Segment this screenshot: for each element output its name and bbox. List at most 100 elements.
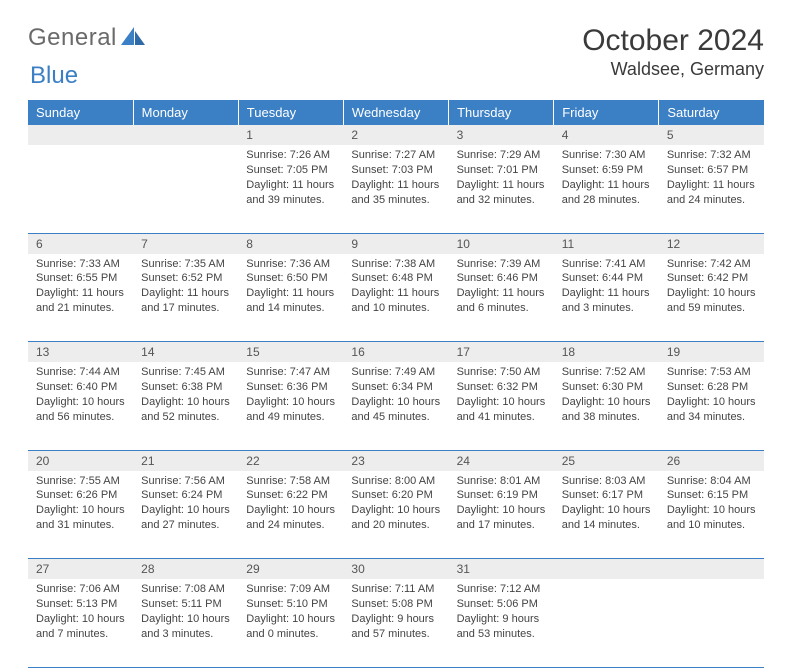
daylight-line: Daylight: 10 hours and 7 minutes. [36,612,125,642]
daylight-line: Daylight: 10 hours and 3 minutes. [141,612,230,642]
day-number: 15 [238,342,343,363]
day-cell-content: Sunrise: 7:38 AMSunset: 6:48 PMDaylight:… [343,254,448,322]
day-number: 10 [449,233,554,254]
day-content-row: Sunrise: 7:44 AMSunset: 6:40 PMDaylight:… [28,362,764,450]
daylight-line: Daylight: 11 hours and 10 minutes. [351,286,440,316]
brand-part1: General [28,24,117,52]
sunset-line: Sunset: 6:15 PM [667,488,756,503]
calendar-table: SundayMondayTuesdayWednesdayThursdayFrid… [28,100,764,668]
day-cell: Sunrise: 8:01 AMSunset: 6:19 PMDaylight:… [449,471,554,559]
day-number: 21 [133,450,238,471]
day-number: 28 [133,559,238,580]
sunrise-line: Sunrise: 8:03 AM [562,474,651,489]
day-number: 7 [133,233,238,254]
sunset-line: Sunset: 5:13 PM [36,597,125,612]
day-cell: Sunrise: 7:44 AMSunset: 6:40 PMDaylight:… [28,362,133,450]
day-number: 3 [449,125,554,145]
weekday-header: Friday [554,100,659,125]
day-content-row: Sunrise: 7:06 AMSunset: 5:13 PMDaylight:… [28,579,764,667]
sunrise-line: Sunrise: 7:39 AM [457,257,546,272]
day-cell: Sunrise: 7:27 AMSunset: 7:03 PMDaylight:… [343,145,448,233]
day-cell-content: Sunrise: 7:11 AMSunset: 5:08 PMDaylight:… [343,579,448,647]
daylight-line: Daylight: 10 hours and 17 minutes. [457,503,546,533]
day-cell: Sunrise: 7:11 AMSunset: 5:08 PMDaylight:… [343,579,448,667]
sunrise-line: Sunrise: 7:45 AM [141,365,230,380]
sunrise-line: Sunrise: 7:06 AM [36,582,125,597]
day-number: 13 [28,342,133,363]
sunrise-line: Sunrise: 8:01 AM [457,474,546,489]
daylight-line: Daylight: 10 hours and 34 minutes. [667,395,756,425]
sunrise-line: Sunrise: 7:47 AM [246,365,335,380]
sunrise-line: Sunrise: 7:53 AM [667,365,756,380]
location: Waldsee, Germany [582,59,764,80]
sunset-line: Sunset: 6:32 PM [457,380,546,395]
brand-part2: Blue [30,62,78,89]
day-cell-content: Sunrise: 7:44 AMSunset: 6:40 PMDaylight:… [28,362,133,430]
day-number: 5 [659,125,764,145]
daylight-line: Daylight: 10 hours and 56 minutes. [36,395,125,425]
daylight-line: Daylight: 11 hours and 21 minutes. [36,286,125,316]
day-cell-content: Sunrise: 7:58 AMSunset: 6:22 PMDaylight:… [238,471,343,539]
sunset-line: Sunset: 6:17 PM [562,488,651,503]
day-cell: Sunrise: 7:36 AMSunset: 6:50 PMDaylight:… [238,254,343,342]
day-number: 17 [449,342,554,363]
sunset-line: Sunset: 6:26 PM [36,488,125,503]
day-cell [554,579,659,667]
weekday-header: Thursday [449,100,554,125]
sunset-line: Sunset: 6:44 PM [562,271,651,286]
day-cell: Sunrise: 7:55 AMSunset: 6:26 PMDaylight:… [28,471,133,559]
day-cell-content: Sunrise: 7:29 AMSunset: 7:01 PMDaylight:… [449,145,554,213]
daylight-line: Daylight: 10 hours and 59 minutes. [667,286,756,316]
day-cell-content: Sunrise: 7:08 AMSunset: 5:11 PMDaylight:… [133,579,238,647]
day-number-row: 2728293031 [28,559,764,580]
day-cell-content: Sunrise: 7:49 AMSunset: 6:34 PMDaylight:… [343,362,448,430]
daylight-line: Daylight: 10 hours and 27 minutes. [141,503,230,533]
sunset-line: Sunset: 6:46 PM [457,271,546,286]
day-cell: Sunrise: 7:50 AMSunset: 6:32 PMDaylight:… [449,362,554,450]
daylight-line: Daylight: 10 hours and 24 minutes. [246,503,335,533]
day-cell-content: Sunrise: 7:32 AMSunset: 6:57 PMDaylight:… [659,145,764,213]
day-number: 4 [554,125,659,145]
weekday-header: Saturday [659,100,764,125]
weekday-header: Sunday [28,100,133,125]
day-cell: Sunrise: 7:32 AMSunset: 6:57 PMDaylight:… [659,145,764,233]
day-cell-content: Sunrise: 7:35 AMSunset: 6:52 PMDaylight:… [133,254,238,322]
day-cell-content: Sunrise: 7:41 AMSunset: 6:44 PMDaylight:… [554,254,659,322]
daylight-line: Daylight: 11 hours and 17 minutes. [141,286,230,316]
sunset-line: Sunset: 6:34 PM [351,380,440,395]
day-cell [133,145,238,233]
daylight-line: Daylight: 10 hours and 38 minutes. [562,395,651,425]
sunset-line: Sunset: 6:55 PM [36,271,125,286]
day-content-row: Sunrise: 7:26 AMSunset: 7:05 PMDaylight:… [28,145,764,233]
sunset-line: Sunset: 7:05 PM [246,163,335,178]
sunrise-line: Sunrise: 7:35 AM [141,257,230,272]
daylight-line: Daylight: 10 hours and 0 minutes. [246,612,335,642]
sunset-line: Sunset: 7:03 PM [351,163,440,178]
calendar-body: 12345Sunrise: 7:26 AMSunset: 7:05 PMDayl… [28,125,764,667]
day-number: 26 [659,450,764,471]
daylight-line: Daylight: 11 hours and 3 minutes. [562,286,651,316]
day-number: 14 [133,342,238,363]
day-number: 8 [238,233,343,254]
sunset-line: Sunset: 6:20 PM [351,488,440,503]
day-cell: Sunrise: 7:58 AMSunset: 6:22 PMDaylight:… [238,471,343,559]
daylight-line: Daylight: 10 hours and 49 minutes. [246,395,335,425]
day-number: 20 [28,450,133,471]
day-cell-content: Sunrise: 8:01 AMSunset: 6:19 PMDaylight:… [449,471,554,539]
sunset-line: Sunset: 6:50 PM [246,271,335,286]
day-number: 18 [554,342,659,363]
day-number: 19 [659,342,764,363]
daylight-line: Daylight: 11 hours and 24 minutes. [667,178,756,208]
day-number: 27 [28,559,133,580]
sunset-line: Sunset: 6:19 PM [457,488,546,503]
day-cell: Sunrise: 8:00 AMSunset: 6:20 PMDaylight:… [343,471,448,559]
daylight-line: Daylight: 11 hours and 35 minutes. [351,178,440,208]
day-cell: Sunrise: 7:52 AMSunset: 6:30 PMDaylight:… [554,362,659,450]
sunrise-line: Sunrise: 7:12 AM [457,582,546,597]
day-cell: Sunrise: 7:35 AMSunset: 6:52 PMDaylight:… [133,254,238,342]
sunset-line: Sunset: 6:24 PM [141,488,230,503]
day-cell-content: Sunrise: 7:53 AMSunset: 6:28 PMDaylight:… [659,362,764,430]
day-number-row: 13141516171819 [28,342,764,363]
sunrise-line: Sunrise: 7:41 AM [562,257,651,272]
day-cell: Sunrise: 7:12 AMSunset: 5:06 PMDaylight:… [449,579,554,667]
